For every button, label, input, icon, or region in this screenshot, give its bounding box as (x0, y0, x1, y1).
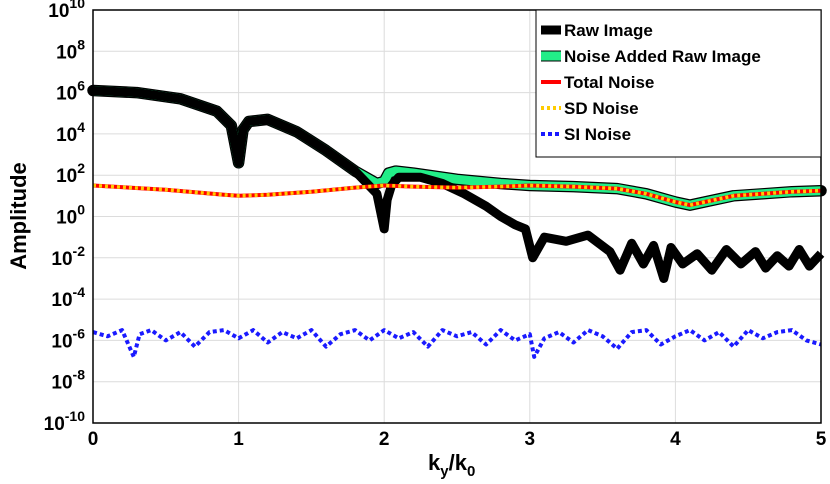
x-axis-label: ky/k0 (428, 450, 475, 480)
y-tick-exponent: -8 (73, 367, 86, 383)
y-tick-base: 10 (56, 208, 77, 229)
y-tick-exponent: 10 (69, 0, 85, 11)
y-tick-exponent: -10 (65, 408, 85, 424)
legend-box (535, 9, 822, 158)
legend-label-2: Total Noise (564, 73, 654, 92)
y-tick-label-5: 100 (56, 202, 85, 229)
y-tick-exponent: 0 (77, 202, 85, 218)
legend-label-4: SI Noise (564, 125, 631, 144)
y-tick-base: 10 (51, 373, 72, 394)
y-tick-label-10: 10-10 (44, 408, 86, 435)
y-tick-base: 10 (56, 42, 77, 63)
y-tick-base: 10 (56, 84, 77, 105)
y-tick-base: 10 (56, 125, 77, 146)
y-tick-label-1: 108 (56, 36, 85, 63)
y-tick-base: 10 (48, 1, 69, 22)
series-line-raw-image (92, 86, 825, 283)
y-tick-label-8: 10-6 (51, 325, 85, 352)
y-tick-exponent: -6 (73, 325, 86, 341)
legend-label-0: Raw Image (564, 21, 653, 40)
x-tick-label-4: 4 (670, 429, 681, 450)
y-tick-label-0: 1010 (48, 0, 85, 22)
plot-frame (92, 9, 822, 424)
x-tick-label-0: 0 (88, 429, 99, 450)
x-axis-label-sep: /k (449, 450, 468, 475)
x-axis-label-k: k (428, 450, 441, 475)
x-tick-labels: 0 1 2 3 4 5 (88, 429, 827, 450)
x-tick-label-1: 1 (233, 429, 244, 450)
x-tick-label-5: 5 (816, 429, 827, 450)
y-tick-exponent: 6 (77, 78, 85, 94)
x-axis-label-sub-0: 0 (467, 463, 475, 480)
y-tick-label-6: 10-2 (51, 243, 85, 270)
series-line-total-noise (92, 183, 822, 208)
y-tick-label-4: 102 (56, 160, 85, 187)
legend-label-3: SD Noise (564, 99, 639, 118)
y-tick-base: 10 (51, 290, 72, 311)
y-tick-exponent: 2 (77, 160, 85, 176)
y-tick-base: 10 (44, 414, 65, 435)
x-axis-label-sub-y: y (440, 463, 449, 480)
y-tick-base: 10 (51, 331, 72, 352)
series-layer (87, 84, 827, 359)
y-tick-base: 10 (56, 166, 77, 187)
legend: Raw Image Noise Added Raw Image Total Nois… (535, 9, 822, 158)
y-tick-exponent: -2 (73, 243, 86, 259)
y-tick-exponent: 4 (77, 119, 85, 135)
y-tick-base: 10 (51, 249, 72, 270)
y-axis-label: Amplitude (6, 162, 31, 270)
y-tick-label-3: 104 (56, 119, 85, 146)
y-tick-exponent: 8 (77, 36, 85, 52)
y-tick-exponent: -4 (73, 284, 86, 300)
x-tick-label-2: 2 (379, 429, 390, 450)
x-tick-label-3: 3 (525, 429, 536, 450)
legend-label-1: Noise Added Raw Image (564, 47, 761, 66)
y-tick-label-7: 10-4 (51, 284, 85, 311)
series-line-si-noise (92, 328, 822, 359)
y-tick-label-2: 106 (56, 78, 85, 105)
y-tick-label-9: 10-8 (51, 367, 85, 394)
